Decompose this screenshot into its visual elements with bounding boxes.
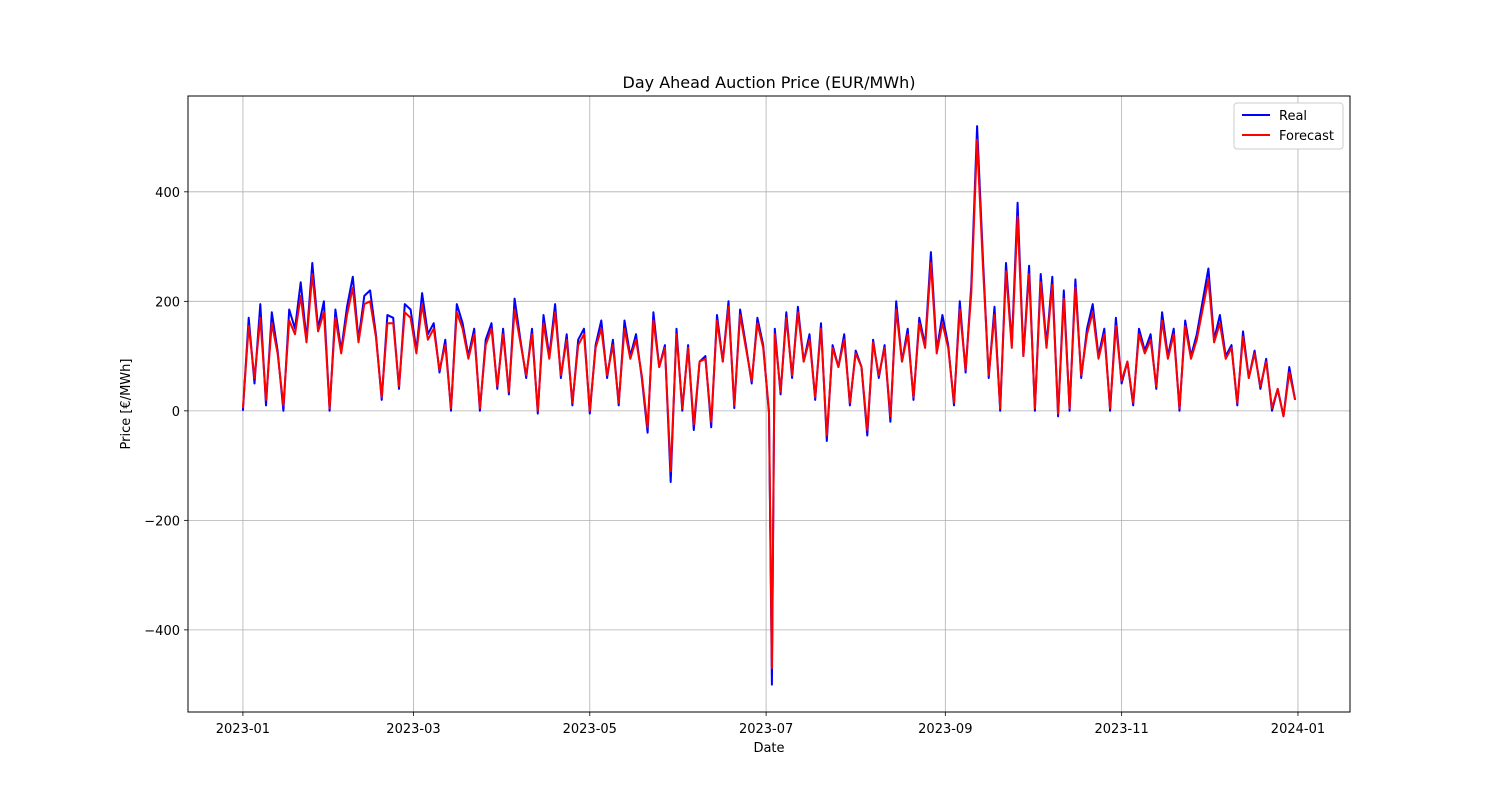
y-tick-label: −200 — [144, 514, 180, 529]
x-tick-label: 2023-09 — [918, 722, 972, 737]
x-tick-label: 2024-01 — [1271, 722, 1325, 737]
x-axis-label: Date — [753, 741, 784, 756]
x-tick-label: 2023-05 — [563, 722, 617, 737]
legend-label-forecast: Forecast — [1279, 129, 1334, 144]
series-line-forecast — [241, 138, 1297, 670]
y-tick-label: 400 — [155, 186, 180, 201]
x-tick-label: 2023-01 — [216, 722, 270, 737]
y-tick-label: 0 — [172, 405, 180, 420]
y-axis: −400 −200 0 200 400 — [144, 186, 188, 639]
x-axis: 2023-01 2023-03 2023-05 2023-07 2023-09 2023-… — [216, 712, 1325, 737]
x-tick-label: 2023-03 — [386, 722, 440, 737]
chart-title: Day Ahead Auction Price (EUR/MWh) — [623, 73, 916, 92]
y-axis-label: Price [€/MWh] — [119, 359, 134, 450]
x-tick-label: 2023-11 — [1094, 722, 1148, 737]
y-tick-label: −400 — [144, 624, 180, 639]
plot-frame — [187, 95, 1351, 713]
series-layer — [241, 125, 1297, 686]
x-tick-label: 2023-07 — [739, 722, 793, 737]
legend: Real Forecast — [1233, 102, 1344, 150]
legend-label-real: Real — [1279, 109, 1307, 124]
y-tick-label: 200 — [155, 295, 180, 310]
